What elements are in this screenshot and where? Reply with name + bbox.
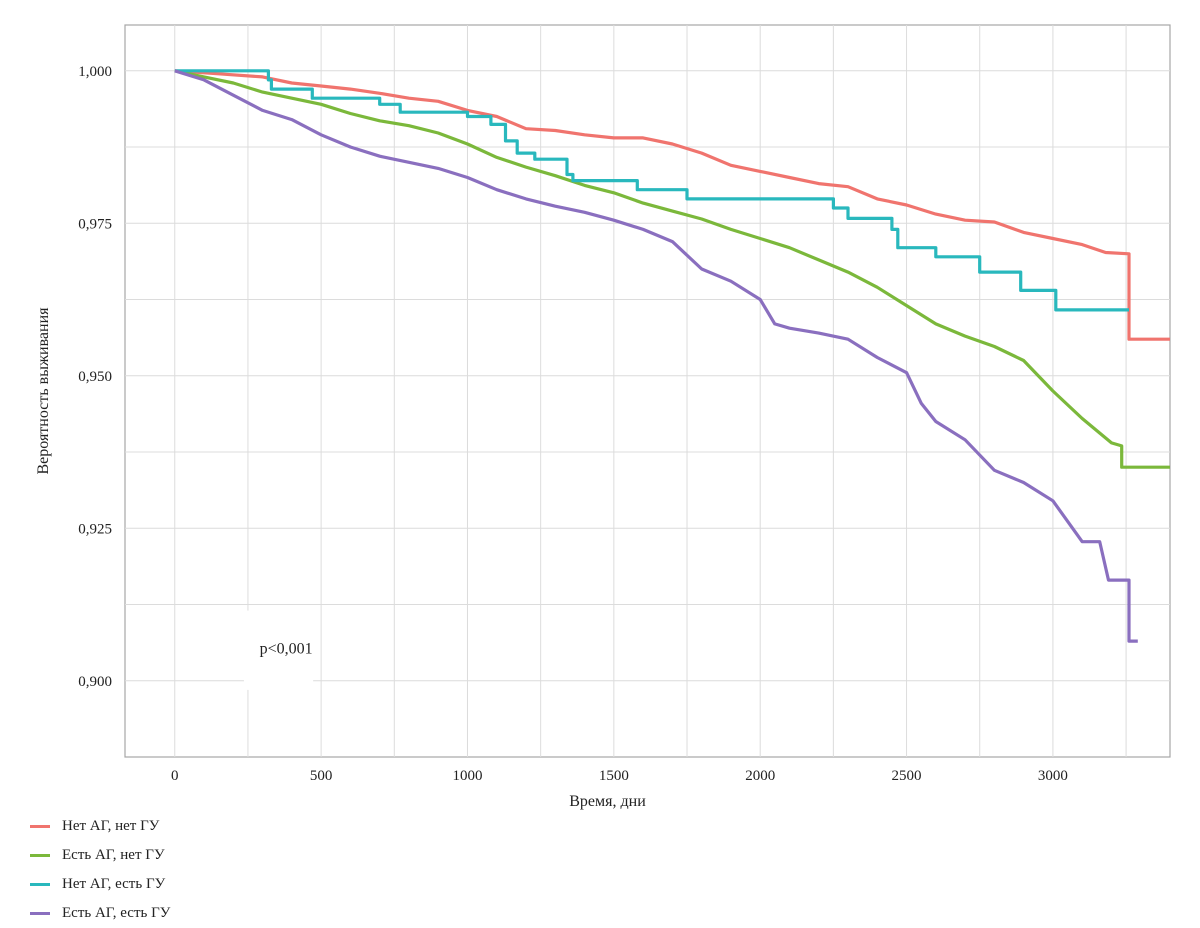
y-axis-tick-labels: 0,900 0,925 0,950 0,975 1,000 [78,64,112,690]
legend-swatch [30,912,50,915]
series-line-1 [174,69,1170,341]
y-tick-label: 0,925 [78,521,112,537]
y-tick-label: 0,950 [78,369,112,385]
legend-swatch [30,854,50,857]
legend-label: Есть АГ, нет ГУ [62,847,165,863]
x-tick-label: 2000 [745,768,775,784]
legend-swatch [30,883,50,886]
y-axis-title: Вероятность выживания [35,307,52,475]
y-tick-label: 0,975 [78,216,112,232]
legend-label: Нет АГ, есть ГУ [62,876,166,892]
legend-label: Нет АГ, нет ГУ [62,818,160,834]
x-tick-label: 2500 [892,768,922,784]
x-tick-label: 1000 [452,768,482,784]
x-axis-title: Время, дни [569,793,646,810]
legend-label: Есть АГ, есть ГУ [62,905,171,921]
legend-swatch [30,825,50,828]
y-tick-label: 0,900 [78,674,112,690]
series-line-3 [174,69,1129,312]
legend-item: Нет АГ, нет ГУ [30,812,170,841]
series-line-2 [174,69,1170,469]
survival-curves [174,69,1170,643]
y-tick-label: 1,000 [78,64,112,80]
x-tick-label: 0 [171,768,179,784]
p-value-annotation: p<0,001 [260,640,313,657]
legend: Нет АГ, нет ГУ Есть АГ, нет ГУ Нет АГ, е… [30,812,170,928]
legend-item: Нет АГ, есть ГУ [30,870,170,899]
legend-item: Есть АГ, есть ГУ [30,899,170,928]
horizontal-gridlines [125,70,1170,682]
series-line-4 [174,69,1138,643]
x-tick-label: 500 [310,768,333,784]
x-tick-label: 3000 [1038,768,1068,784]
x-axis-tick-labels: 0 500 1000 1500 2000 2500 3000 [171,768,1068,784]
legend-item: Есть АГ, нет ГУ [30,841,170,870]
annotation-background [243,610,314,690]
x-tick-label: 1500 [599,768,629,784]
